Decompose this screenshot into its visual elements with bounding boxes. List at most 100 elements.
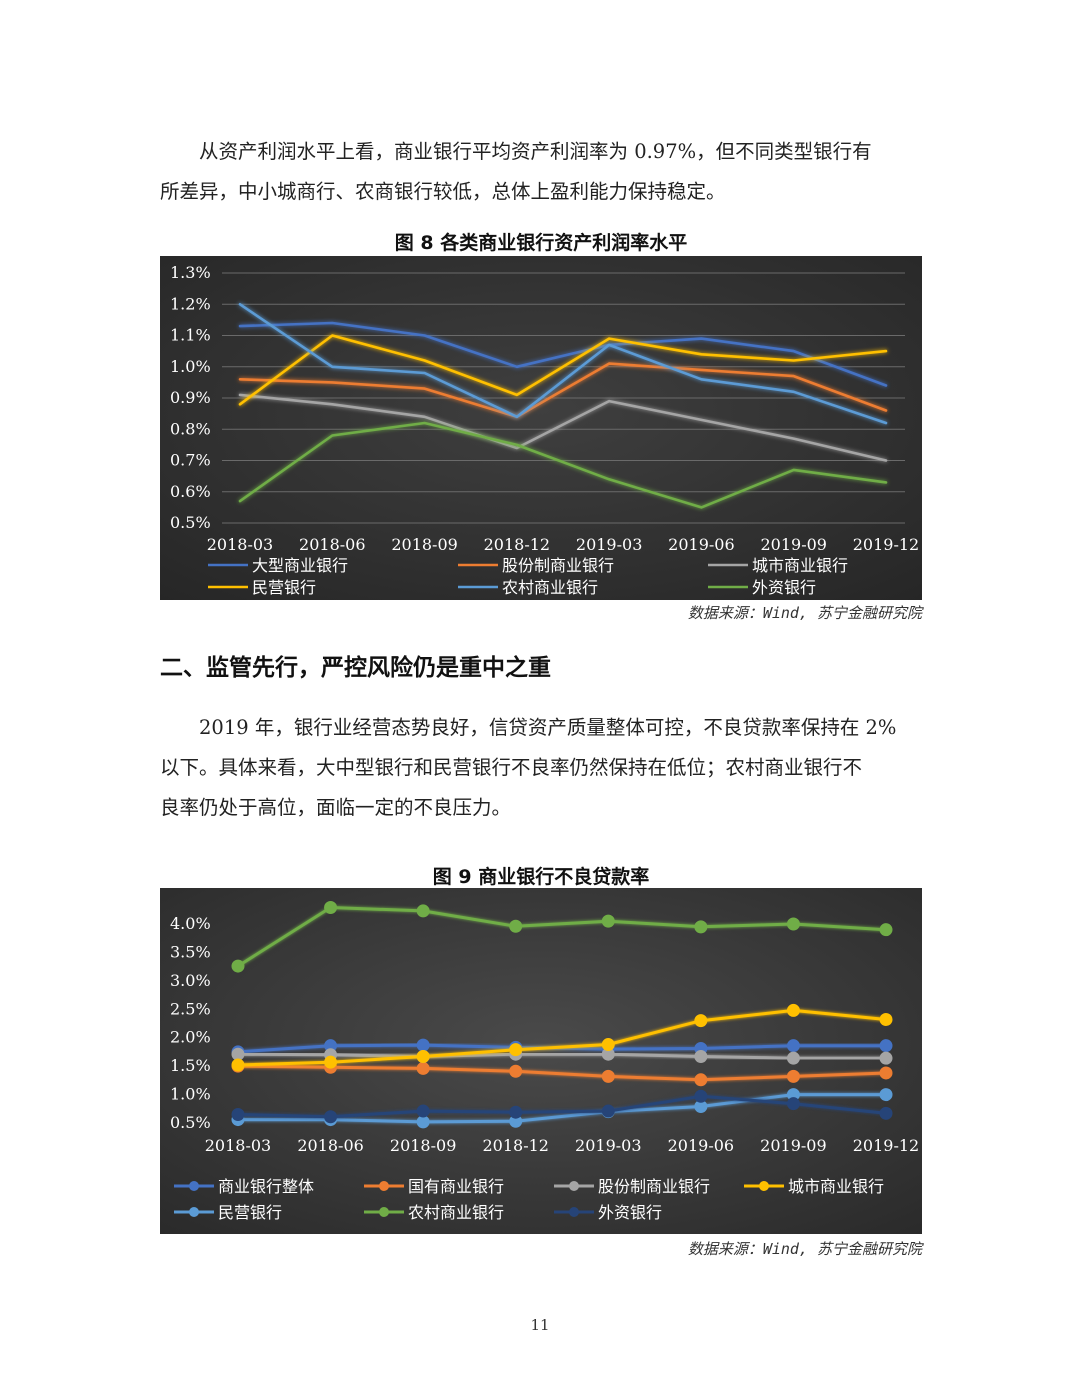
data-point	[231, 1058, 245, 1072]
series-城市商业银行	[231, 1003, 893, 1072]
data-point	[786, 1051, 800, 1065]
x-tick-label: 2018-03	[205, 1136, 271, 1155]
data-point	[324, 901, 338, 915]
figure8-source: 数据来源：Wind, 苏宁金融研究院	[687, 604, 922, 622]
legend-marker	[379, 1207, 389, 1217]
series-line	[236, 1052, 888, 1060]
legend-marker	[189, 1207, 199, 1217]
y-tick-label: 1.2%	[170, 294, 211, 313]
legend-label: 股份制商业银行	[502, 556, 614, 575]
x-tick-label: 2019-03	[576, 535, 642, 554]
y-tick-label: 1.0%	[170, 1085, 211, 1104]
legend-label: 民营银行	[252, 578, 316, 597]
legend-label: 商业银行整体	[218, 1177, 314, 1196]
y-tick-label: 0.6%	[170, 482, 211, 501]
series-农村商业银行	[238, 302, 888, 425]
figure9-source: 数据来源：Wind, 苏宁金融研究院	[687, 1240, 922, 1258]
legend-marker	[569, 1207, 579, 1217]
data-point	[879, 1051, 893, 1065]
x-tick-label: 2019-09	[760, 1136, 826, 1155]
y-tick-label: 1.3%	[170, 263, 211, 282]
series-line	[236, 1064, 888, 1082]
paragraph-line: 良率仍处于高位，面临一定的不良压力。	[160, 796, 512, 819]
x-tick-label: 2019-03	[575, 1136, 641, 1155]
legend-marker	[379, 1181, 389, 1191]
data-point	[694, 920, 708, 934]
series-外资银行	[231, 1089, 893, 1124]
paragraph-line: 从资产利润水平上看，商业银行平均资产利润率为 0.97%，但不同类型银行有	[199, 140, 872, 163]
y-tick-label: 0.8%	[170, 419, 211, 438]
data-point	[231, 1107, 245, 1121]
series-城市商业银行	[238, 393, 888, 462]
data-point	[601, 1069, 615, 1083]
data-point	[416, 1049, 430, 1063]
data-point	[231, 959, 245, 973]
x-tick-label: 2018-09	[391, 535, 457, 554]
data-point	[231, 1047, 245, 1061]
series-农村商业银行	[231, 901, 893, 973]
legend-label: 股份制商业银行	[598, 1177, 710, 1196]
paragraph-roa: 从资产利润水平上看，商业银行平均资产利润率为 0.97%，但不同类型银行有 所差…	[160, 132, 940, 212]
series-外资银行	[238, 421, 888, 509]
data-point	[509, 919, 523, 933]
legend-label: 国有商业银行	[408, 1177, 504, 1196]
data-point	[601, 1104, 615, 1118]
data-point	[694, 1014, 708, 1028]
x-tick-label: 2018-12	[484, 535, 550, 554]
chart-background	[160, 256, 922, 600]
series-line	[236, 906, 888, 968]
data-point	[879, 1066, 893, 1080]
y-tick-label: 1.0%	[170, 357, 211, 376]
data-point	[879, 1013, 893, 1027]
x-tick-label: 2018-09	[390, 1136, 456, 1155]
data-point	[509, 1064, 523, 1078]
data-point	[786, 1039, 800, 1053]
y-tick-label: 2.5%	[170, 999, 211, 1018]
y-tick-label: 4.0%	[170, 914, 211, 933]
series-line	[238, 421, 888, 509]
data-point	[786, 1003, 800, 1017]
section-heading: 二、监管先行，严控风险仍是重中之重	[160, 655, 551, 681]
data-point	[509, 1043, 523, 1057]
x-tick-label: 2019-09	[760, 535, 826, 554]
figure8-chart: 0.5% 0.6% 0.7% 0.8% 0.9% 1.0% 1.1% 1.2% 1.3% 2018…	[160, 256, 922, 600]
data-point	[786, 1069, 800, 1083]
data-point	[879, 923, 893, 937]
page-number: 11	[530, 1316, 550, 1334]
series-line	[238, 362, 888, 419]
x-tick-label: 2019-06	[668, 1136, 734, 1155]
legend-label: 大型商业银行	[252, 556, 348, 575]
legend-label: 城市商业银行	[752, 556, 848, 575]
series-line	[236, 1093, 888, 1124]
data-point	[879, 1039, 893, 1053]
data-point	[786, 917, 800, 931]
data-point	[879, 1106, 893, 1120]
series-line	[238, 334, 888, 406]
x-tick-label: 2018-06	[297, 1136, 363, 1155]
y-tick-label: 0.9%	[170, 388, 211, 407]
y-tick-label: 1.1%	[170, 326, 211, 345]
y-tick-label: 0.5%	[170, 1113, 211, 1132]
figure9-title: 图 9 商业银行不良贷款率	[432, 866, 650, 888]
legend-label: 外资银行	[598, 1203, 662, 1222]
y-tick-label: 0.7%	[170, 451, 211, 470]
figure9-chart: 0.5% 1.0% 1.5% 2.0% 2.5% 3.0% 3.5% 4.0% 2018-03 2…	[160, 888, 922, 1234]
y-tick-label: 3.5%	[170, 942, 211, 961]
data-point	[509, 1105, 523, 1119]
data-point	[416, 1038, 430, 1052]
x-tick-label: 2018-12	[482, 1136, 548, 1155]
data-point	[879, 1088, 893, 1102]
series-股份制商业银行	[238, 362, 888, 419]
series-line	[236, 1094, 888, 1119]
paragraph-line: 所差异，中小城商行、农商银行较低，总体上盈利能力保持稳定。	[160, 180, 726, 203]
y-tick-label: 3.0%	[170, 971, 211, 990]
legend-marker	[569, 1181, 579, 1191]
data-point	[601, 914, 615, 928]
y-tick-label: 1.5%	[170, 1056, 211, 1075]
legend-label: 民营银行	[218, 1203, 282, 1222]
data-point	[416, 1104, 430, 1118]
paragraph-line: 以下。具体来看，大中型银行和民营银行不良率仍然保持在低位；农村商业银行不	[160, 756, 863, 779]
data-point	[786, 1097, 800, 1111]
data-point	[601, 1038, 615, 1052]
series-line	[238, 321, 888, 387]
